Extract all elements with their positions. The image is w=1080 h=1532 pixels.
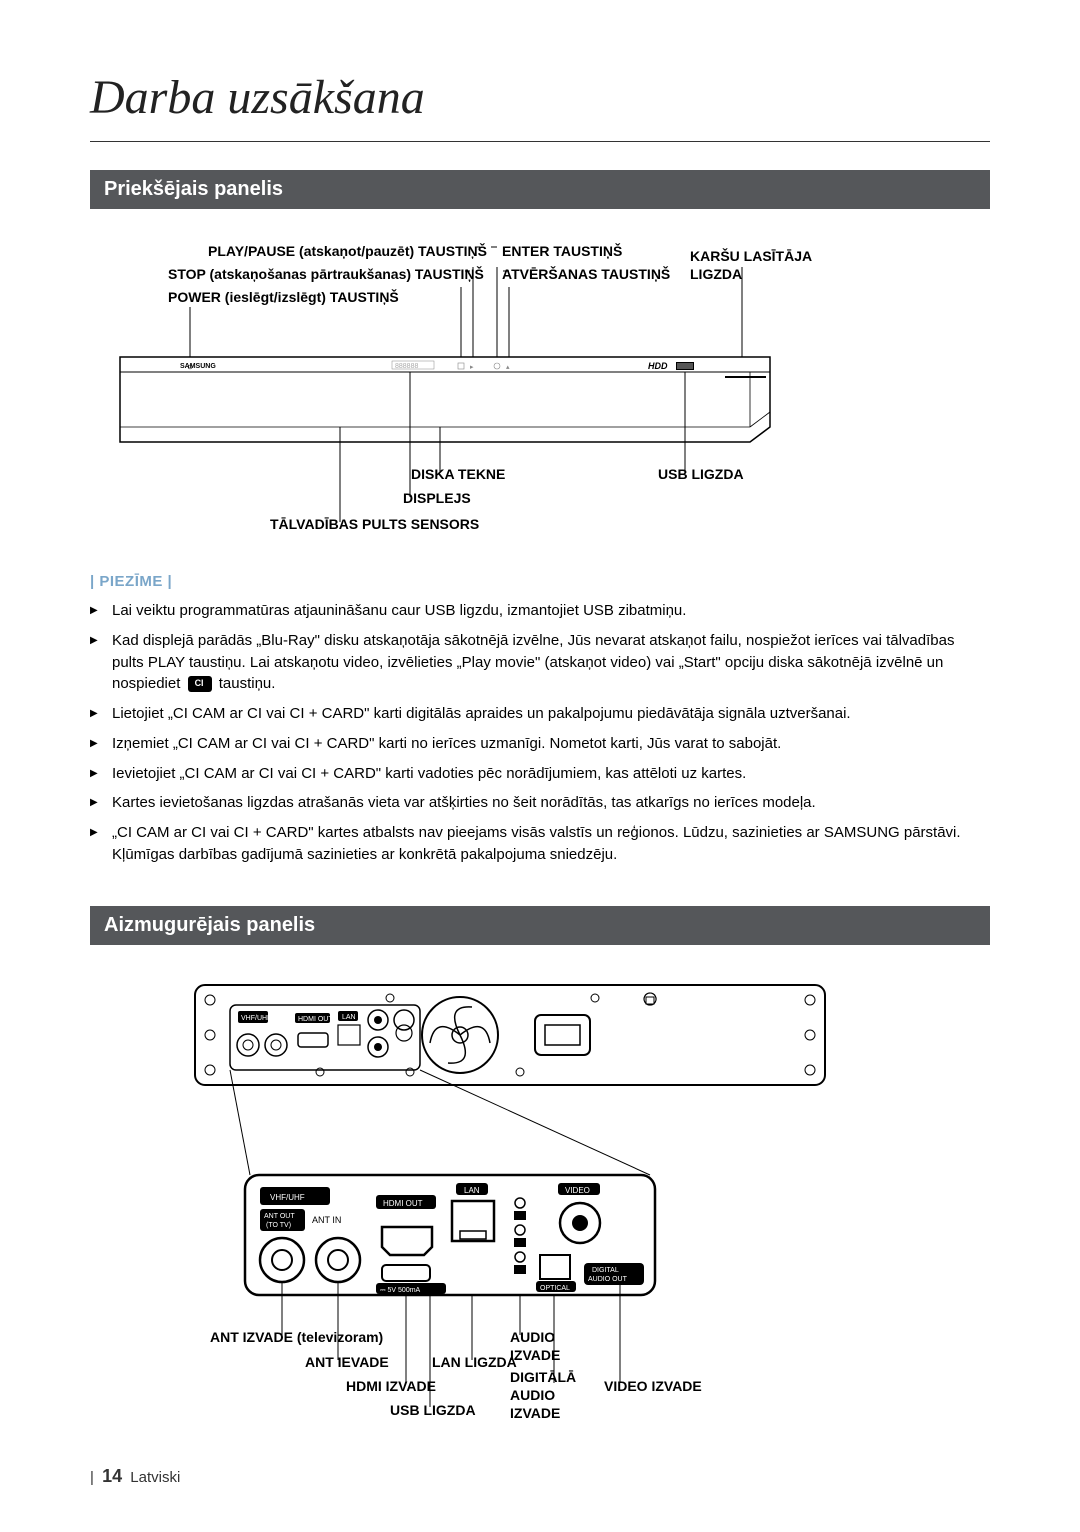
label-rear-usb: USB LIGZDA [390,1401,476,1419]
section-header-front: Priekšējais panelis [90,170,990,209]
rear-panel-diagram: VHF/UHF HDMI OUT LAN [90,965,990,1435]
svg-text:VHF/UHF: VHF/UHF [270,1193,305,1202]
label-stop: STOP (atskaņošanas pārtraukšanas) TAUSTI… [168,265,484,283]
svg-text:OPTICAL: OPTICAL [540,1285,570,1292]
label-card: KARŠU LASĪTĀJA LIGZDA [690,247,840,283]
label-enter: ENTER TAUSTIŅŠ [502,242,622,260]
footer-sep: | [90,1469,94,1486]
svg-text:HDD: HDD [648,361,668,371]
svg-text:ANT OUT: ANT OUT [264,1213,295,1220]
label-video: VIDEO IZVADE [604,1377,702,1395]
svg-text:LAN: LAN [342,1014,356,1021]
label-power: POWER (ieslēgt/izslēgt) TAUSTIŅŠ [168,288,399,306]
svg-text:(TO TV): (TO TV) [266,1222,291,1229]
label-hdmi: HDMI IZVADE [346,1377,436,1395]
svg-text:DIGITAL: DIGITAL [592,1267,619,1274]
note-item: Kad displejā parādās „Blu-Ray" disku ats… [90,630,990,695]
label-remote: TĀLVADĪBAS PULTS SENSORS [270,515,479,533]
svg-text:VIDEO: VIDEO [565,1186,590,1195]
svg-text:SAMSUNG: SAMSUNG [180,363,216,370]
front-panel-diagram: SAMSUNG 888888 ▸ ▴ HDD PLAY/PAUSE (atska… [90,227,990,557]
note-item: Lai veiktu programmatūras atjaunināšanu … [90,600,990,622]
note-block: | PIEZĪME | Lai veiktu programmatūras at… [90,573,990,866]
note-heading: | PIEZĪME | [90,573,990,590]
label-digital: DIGITĀLĀ AUDIO IZVADE [510,1368,600,1423]
svg-text:HDMI OUT: HDMI OUT [383,1199,423,1208]
page-title: Darba uzsākšana [90,70,990,142]
svg-text:AUDIO OUT: AUDIO OUT [588,1276,628,1283]
svg-text:VHF/UHF: VHF/UHF [241,1015,271,1022]
label-ant-out: ANT IZVADE (televizoram) [210,1328,383,1346]
label-display: DISPLEJS [403,489,471,507]
label-audio: AUDIO IZVADE [510,1328,580,1364]
svg-text:⎓ 5V 500mA: ⎓ 5V 500mA [380,1287,421,1294]
label-disc: DISKA TEKNE [411,465,505,483]
svg-text:HDMI OUT: HDMI OUT [298,1016,333,1023]
label-ant-in: ANT IEVADE [305,1353,389,1371]
svg-text:ANT IN: ANT IN [312,1215,341,1225]
note-item: Kartes ievietošanas ligzdas atrašanās vi… [90,792,990,814]
note-item: Izņemiet „CI CAM ar CI vai CI + CARD" ka… [90,733,990,755]
svg-text:▸: ▸ [470,364,474,371]
label-usb: USB LIGZDA [658,465,744,483]
label-lan: LAN LIGZDA [432,1353,517,1371]
footer-lang: Latviski [130,1469,180,1486]
svg-text:▴: ▴ [506,364,510,371]
note-item: „CI CAM ar CI vai CI + CARD" kartes atba… [90,822,990,866]
svg-text:LAN: LAN [464,1186,480,1195]
ci-icon [188,676,212,692]
label-play-pause: PLAY/PAUSE (atskaņot/pauzēt) TAUSTIŅŠ [208,242,487,260]
section-header-rear: Aizmugurējais panelis [90,906,990,945]
note-item: Lietojiet „CI CAM ar CI vai CI + CARD" k… [90,703,990,725]
note-list: Lai veiktu programmatūras atjaunināšanu … [90,600,990,866]
manual-page: Darba uzsākšana Priekšējais panelis SAMS… [0,0,1080,1532]
label-open: ATVĒRŠANAS TAUSTIŅŠ [502,265,670,283]
svg-text:888888: 888888 [395,363,418,370]
page-footer: | 14 Latviski [90,1466,180,1487]
note-item: Ievietojiet „CI CAM ar CI vai CI + CARD"… [90,763,990,785]
page-number: 14 [102,1466,122,1486]
